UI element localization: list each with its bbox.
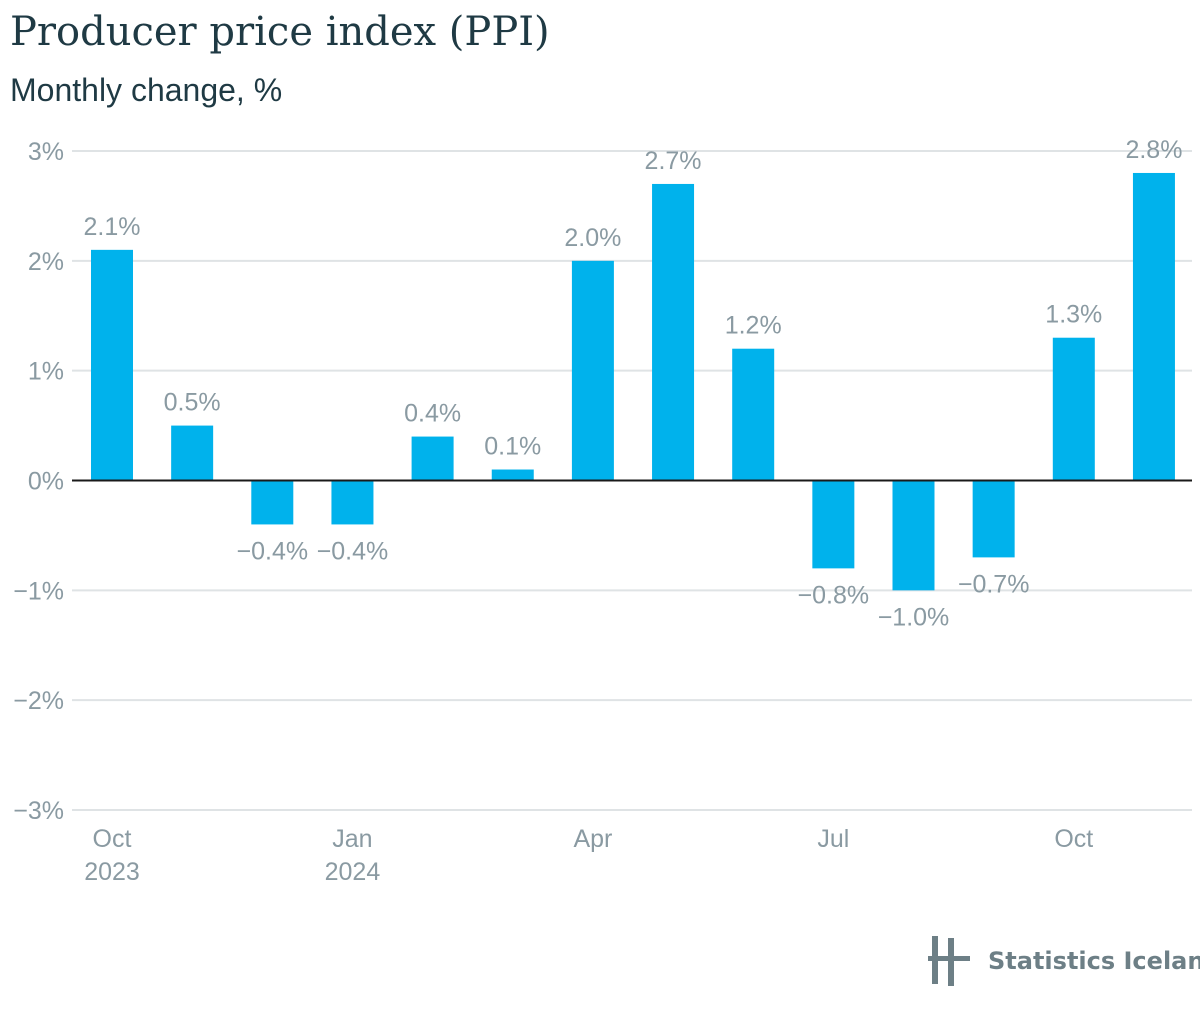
x-tick-label-1-0: Jan <box>332 825 372 853</box>
statistics-iceland-logo-icon <box>928 936 970 986</box>
y-axis-ticks: 3% 2% 1% 0% −1% −2% −3% <box>13 138 64 825</box>
data-label-4: 0.4% <box>404 400 461 428</box>
bar-0[interactable] <box>91 249 133 481</box>
data-label-7: 2.7% <box>645 147 702 175</box>
bar-9[interactable] <box>812 480 855 569</box>
bars <box>91 172 1175 591</box>
bar-7[interactable] <box>652 183 695 481</box>
bar-4[interactable] <box>411 436 454 481</box>
x-tick-label-1-1: 2024 <box>325 858 381 886</box>
y-tick-label-1: 2% <box>28 248 64 276</box>
y-tick-label-3: 0% <box>28 468 64 496</box>
data-labels: 2.1% 0.5% −0.4% −0.4% 0.4% 0.1% 2.0% 2.7% 1.2% −0… <box>84 136 1183 631</box>
bar-3[interactable] <box>331 480 374 525</box>
data-label-10: −1.0% <box>878 603 950 631</box>
y-tick-label-6: −3% <box>13 797 64 825</box>
data-label-6: 2.0% <box>564 224 621 252</box>
statistics-iceland-logo[interactable]: Statistics Iceland <box>928 936 1200 986</box>
data-label-11: −0.7% <box>958 570 1030 598</box>
x-tick-label-4-0: Oct <box>1054 825 1093 853</box>
data-label-1: 0.5% <box>164 389 221 417</box>
y-tick-label-5: −2% <box>13 687 64 715</box>
chart-title: Producer price index (PPI) <box>10 9 550 55</box>
bar-11[interactable] <box>972 480 1015 558</box>
chart-subtitle: Monthly change, % <box>10 72 283 108</box>
y-tick-label-0: 3% <box>28 138 64 166</box>
y-tick-label-2: 1% <box>28 358 64 386</box>
data-label-5: 0.1% <box>484 433 541 461</box>
data-label-8: 1.2% <box>725 312 782 340</box>
bar-5[interactable] <box>491 469 534 481</box>
x-tick-label-2-0: Apr <box>573 825 612 853</box>
x-tick-label-3-0: Jul <box>817 825 849 853</box>
data-label-12: 1.3% <box>1045 301 1102 329</box>
bar-8[interactable] <box>732 348 775 481</box>
data-label-3: −0.4% <box>317 537 389 565</box>
y-tick-label-4: −1% <box>13 577 64 605</box>
x-axis-ticks: Oct 2023 Jan 2024 Apr Jul Oct <box>84 825 1093 886</box>
bar-2[interactable] <box>251 480 294 525</box>
data-label-0: 2.1% <box>84 213 141 241</box>
bar-6[interactable] <box>571 260 614 481</box>
gridlines <box>72 150 1192 811</box>
bar-1[interactable] <box>171 425 214 481</box>
x-tick-label-0-0: Oct <box>93 825 132 853</box>
bar-10[interactable] <box>892 480 935 591</box>
data-label-9: −0.8% <box>798 581 870 609</box>
source-name: Statistics Iceland <box>988 947 1200 975</box>
bar-12[interactable] <box>1052 337 1095 481</box>
bar-13[interactable] <box>1132 172 1175 481</box>
data-label-2: −0.4% <box>237 537 309 565</box>
data-label-13: 2.8% <box>1125 136 1182 164</box>
x-tick-label-0-1: 2023 <box>84 858 140 886</box>
